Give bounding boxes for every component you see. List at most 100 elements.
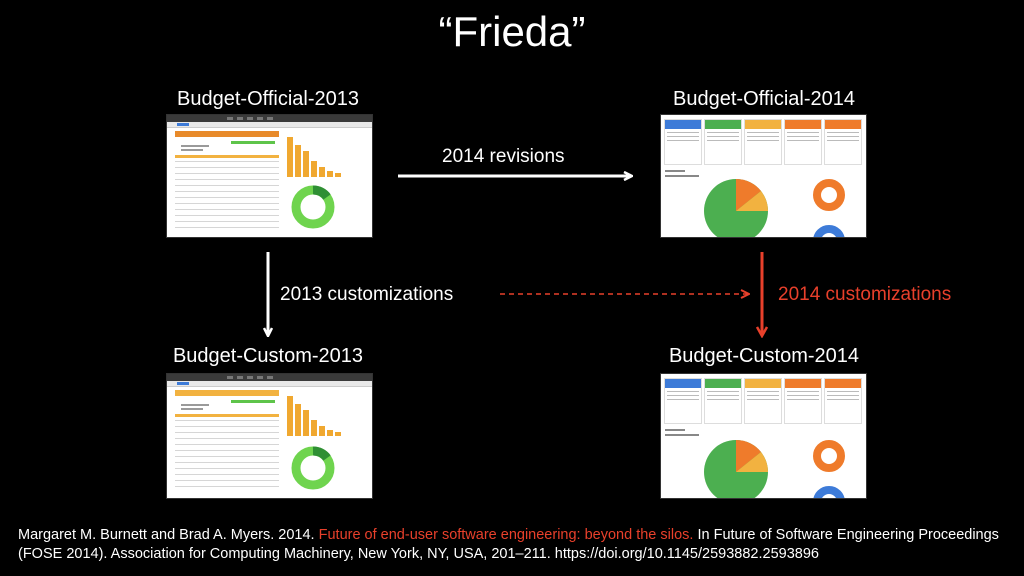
table-row	[175, 179, 279, 180]
bar-chart	[283, 133, 353, 177]
income-card	[704, 378, 742, 424]
sheet-header	[175, 390, 279, 396]
label-2014-customizations: 2014 customizations	[778, 284, 952, 305]
table-row	[175, 161, 279, 162]
section-bar	[175, 155, 279, 158]
wants-donut	[813, 486, 845, 498]
table-row	[175, 474, 279, 475]
bar	[327, 171, 333, 177]
toolbar-button	[257, 376, 263, 379]
label-2014-revisions: 2014 revisions	[442, 146, 565, 167]
table-row	[175, 185, 279, 186]
thumbnail-official-2013	[166, 114, 373, 238]
section-text	[665, 175, 699, 177]
label-budget-official-2014: Budget-Official-2014	[673, 88, 855, 110]
bar	[303, 410, 309, 436]
label-budget-official-2013: Budget-Official-2013	[177, 88, 359, 110]
donut-chart	[291, 446, 335, 490]
bar	[327, 430, 333, 436]
bar	[311, 420, 317, 436]
table-row	[175, 167, 279, 168]
table-row	[175, 480, 279, 481]
bar-chart	[283, 392, 353, 436]
table-row	[175, 456, 279, 457]
label-2013-customizations: 2013 customizations	[280, 284, 454, 305]
section-heading	[665, 170, 685, 172]
table-row	[175, 420, 279, 421]
spending-card	[744, 119, 782, 165]
cell-text	[181, 145, 209, 147]
sheet-tab	[177, 382, 189, 385]
sheet-tab	[177, 123, 189, 126]
bar	[319, 426, 325, 436]
table-row	[175, 221, 279, 222]
cell-text	[181, 149, 203, 151]
citation-paper-title[interactable]: Future of end-user software engineering:…	[318, 527, 694, 543]
slide-title: “Frieda”	[438, 8, 586, 55]
toolbar-button	[247, 376, 253, 379]
bar	[295, 404, 301, 436]
table-row	[175, 438, 279, 439]
table-row	[175, 432, 279, 433]
needs-donut	[813, 179, 845, 211]
summary-bar	[231, 141, 275, 144]
donut-chart	[291, 185, 335, 229]
bar	[335, 173, 341, 177]
summary-bar	[231, 400, 275, 403]
bar	[287, 137, 293, 177]
table-row	[175, 227, 279, 228]
wants-donut	[813, 225, 845, 237]
bar	[311, 161, 317, 177]
section-heading	[665, 429, 685, 431]
citation: Margaret M. Burnett and Brad A. Myers. 2…	[18, 526, 1008, 564]
overview-card	[664, 119, 702, 165]
toolbar-button	[237, 376, 243, 379]
budget-pie-chart	[704, 179, 768, 237]
bar	[335, 432, 341, 436]
bar	[287, 396, 293, 436]
table-row	[175, 426, 279, 427]
toolbar-button	[247, 117, 253, 120]
needs-donut	[813, 440, 845, 472]
toolbar-button	[237, 117, 243, 120]
wants-card	[824, 119, 862, 165]
overview-card	[664, 378, 702, 424]
thumbnail-custom-2013	[166, 373, 373, 499]
label-budget-custom-2014: Budget-Custom-2014	[668, 345, 860, 367]
label-budget-custom-2013: Budget-Custom-2013	[172, 345, 364, 367]
wants-card	[824, 378, 862, 424]
bar	[303, 151, 309, 177]
table-row	[175, 468, 279, 469]
toolbar-button	[267, 117, 273, 120]
table-row	[175, 197, 279, 198]
toolbar-button	[267, 376, 273, 379]
toolbar-button	[257, 117, 263, 120]
sheet-header	[175, 131, 279, 137]
budget-pie-chart	[704, 440, 768, 498]
cell-text	[181, 408, 203, 410]
table-row	[175, 486, 279, 487]
toolbar-button	[227, 376, 233, 379]
tab-strip	[167, 122, 372, 128]
section-text	[665, 434, 699, 436]
section-bar	[175, 414, 279, 417]
cell-text	[181, 404, 209, 406]
thumbnail-custom-2014	[660, 373, 867, 499]
bar	[295, 145, 301, 177]
table-row	[175, 191, 279, 192]
table-row	[175, 462, 279, 463]
bar	[319, 167, 325, 177]
table-row	[175, 203, 279, 204]
spending-card	[744, 378, 782, 424]
needs-card	[784, 119, 822, 165]
tab-strip	[167, 381, 372, 387]
table-row	[175, 215, 279, 216]
table-row	[175, 173, 279, 174]
toolbar-button	[227, 117, 233, 120]
table-row	[175, 209, 279, 210]
table-row	[175, 444, 279, 445]
citation-venue: In Future of Software Engineering Procee…	[18, 527, 999, 562]
thumbnail-official-2014	[660, 114, 867, 238]
needs-card	[784, 378, 822, 424]
